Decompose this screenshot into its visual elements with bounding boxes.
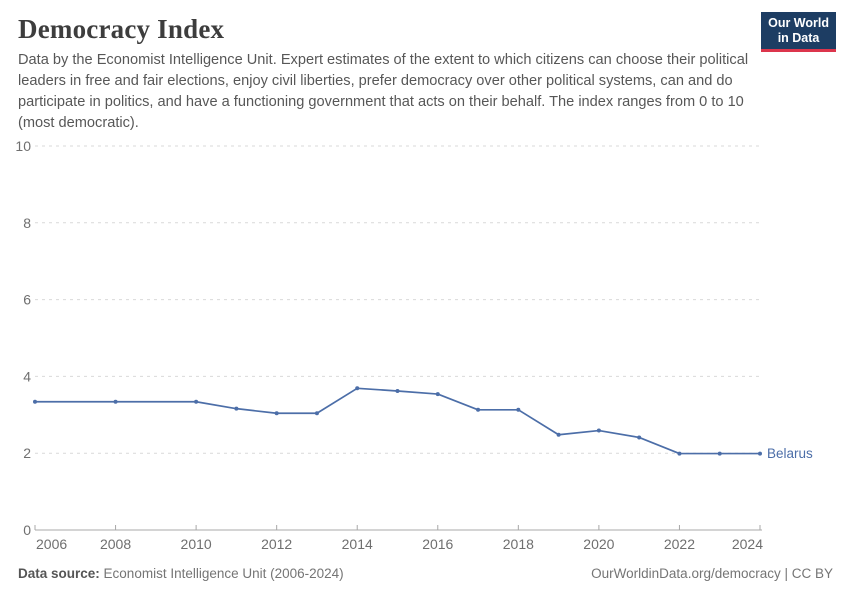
chart-subtitle: Data by the Economist Intelligence Unit.… — [18, 52, 749, 131]
owid-logo-line1: Our World — [768, 16, 829, 30]
line-chart[interactable]: 0 2 4 6 8 10 2006 2008 2010 2012 2014 2016 2018 2020 2… — [0, 135, 850, 565]
x-axis-label: 2020 — [583, 536, 614, 552]
data-point — [637, 435, 642, 440]
data-point — [476, 407, 481, 412]
data-point — [516, 407, 521, 412]
x-axis-label: 2024 — [732, 536, 763, 552]
x-axis-label: 2010 — [181, 536, 212, 552]
x-axis-label: 2008 — [100, 536, 131, 552]
y-axis-label: 8 — [23, 215, 31, 231]
data-point — [355, 386, 360, 391]
data-source: Data source: Economist Intelligence Unit… — [18, 566, 344, 581]
x-axis-label: 2012 — [261, 536, 292, 552]
footer-link[interactable]: OurWorldinData.org/democracy | CC BY — [591, 566, 833, 581]
y-axis-label: 10 — [15, 138, 31, 154]
x-axis-label: 2018 — [503, 536, 534, 552]
data-point — [274, 411, 279, 416]
x-axis-label: 2006 — [36, 536, 67, 552]
series-label-belarus[interactable]: Belarus — [767, 446, 813, 461]
data-point — [677, 451, 682, 456]
data-point — [596, 428, 601, 433]
data-point — [194, 399, 199, 404]
y-axis-label: 6 — [23, 292, 31, 308]
chart-footer: Data source: Economist Intelligence Unit… — [18, 566, 833, 581]
data-source-label: Data source: — [18, 566, 100, 581]
owid-logo[interactable]: Our World in Data — [761, 12, 836, 52]
data-point — [435, 392, 440, 397]
page-title: Democracy Index — [18, 14, 225, 44]
data-point — [395, 388, 400, 393]
data-point — [33, 399, 37, 404]
data-point — [314, 411, 319, 416]
data-point — [758, 451, 762, 456]
x-axis-label: 2022 — [664, 536, 695, 552]
owid-logo-line2: in Data — [777, 31, 820, 45]
y-axis-label: 2 — [23, 445, 31, 461]
y-axis-label: 4 — [23, 368, 31, 384]
data-point — [113, 399, 118, 404]
data-point — [717, 451, 722, 456]
data-source-value: Economist Intelligence Unit (2006-2024) — [103, 566, 344, 581]
series-line-belarus — [35, 387, 760, 455]
data-point — [556, 432, 561, 437]
data-point — [234, 406, 239, 411]
x-axis-label: 2016 — [422, 536, 453, 552]
x-axis-label: 2014 — [342, 536, 373, 552]
y-axis-label: 0 — [23, 522, 31, 538]
